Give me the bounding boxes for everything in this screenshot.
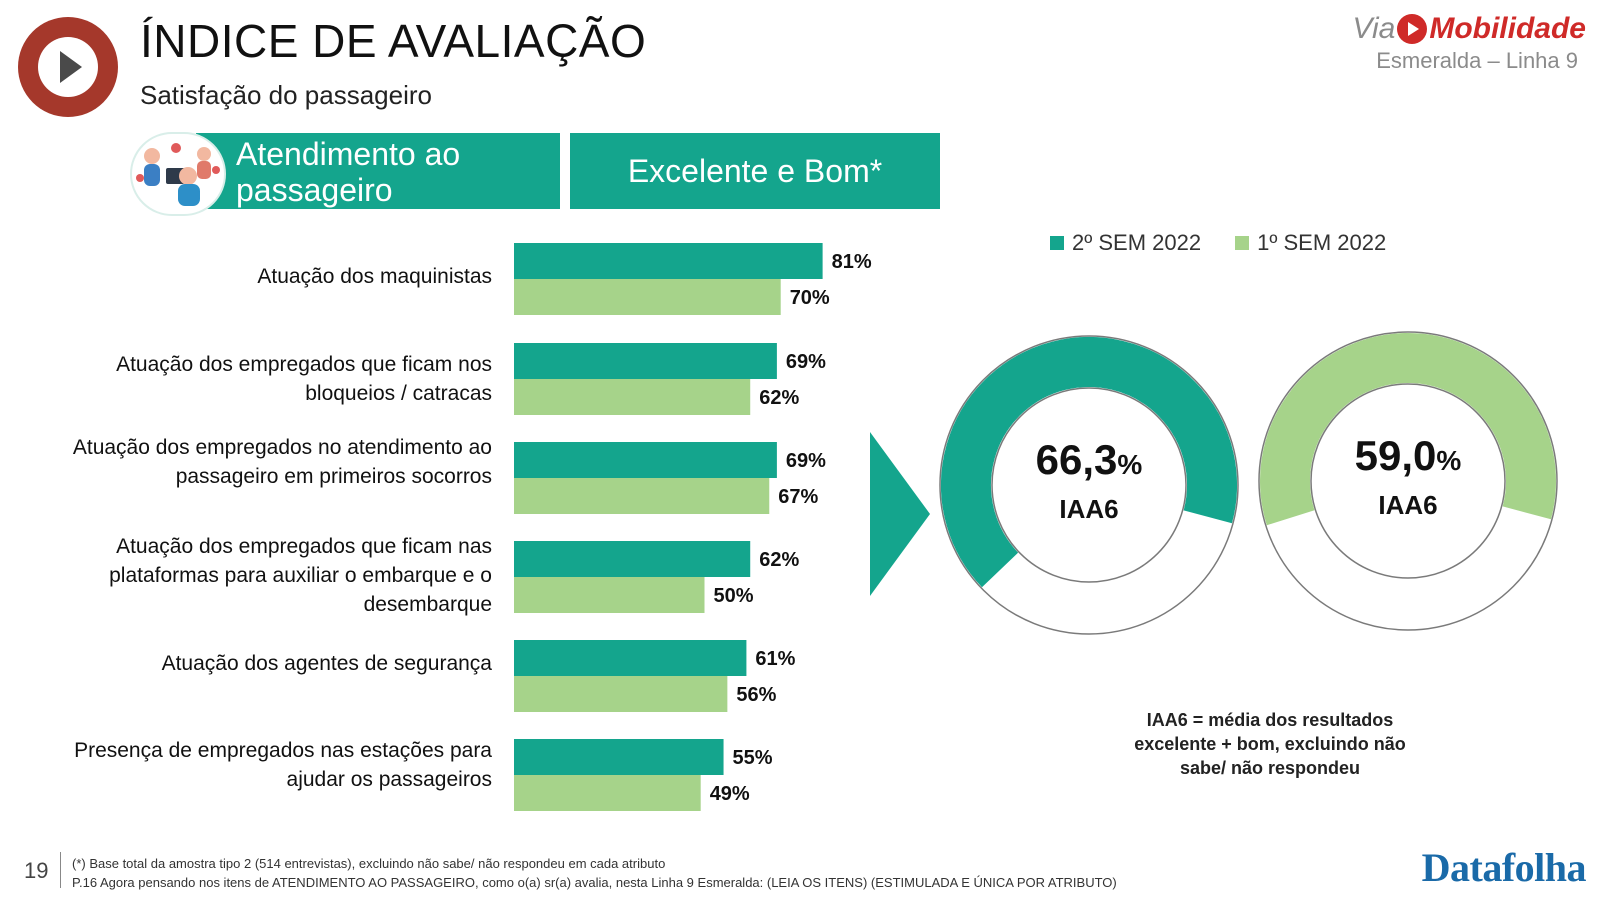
donut-value-1sem: 59,0% bbox=[1308, 432, 1508, 480]
legend-label-2sem: 2º SEM 2022 bbox=[1072, 230, 1202, 255]
bar-value-label: 62% bbox=[759, 387, 799, 409]
bar bbox=[514, 343, 777, 379]
footer-divider bbox=[60, 852, 61, 888]
legend-swatch-1sem bbox=[1235, 236, 1250, 250]
arrow-right-icon bbox=[870, 432, 930, 596]
bar bbox=[514, 478, 770, 514]
bar bbox=[514, 676, 728, 712]
iaa6-note: IAA6 = média dos resultados excelente + … bbox=[1134, 710, 1406, 778]
brand-line: Esmeralda – Linha 9 bbox=[1376, 48, 1578, 73]
bar-value-label: 50% bbox=[714, 585, 754, 607]
brand-play-icon bbox=[1397, 14, 1428, 44]
bar bbox=[514, 577, 705, 613]
bar-value-label: 69% bbox=[786, 450, 826, 472]
category-label: Atuação dos empregados que ficam nos blo… bbox=[116, 353, 492, 405]
bar-value-label: 67% bbox=[778, 486, 818, 508]
legend-swatch-2sem bbox=[1050, 236, 1064, 250]
brand-name-suffix: Mobilidade bbox=[1429, 12, 1586, 45]
donut-label-1sem: IAA6 bbox=[1378, 490, 1438, 520]
footnote-base: (*) Base total da amostra tipo 2 (514 en… bbox=[72, 856, 666, 871]
bar bbox=[514, 640, 747, 676]
bar bbox=[514, 379, 751, 415]
bar-value-label: 61% bbox=[755, 648, 795, 670]
donut-value-number: 59,0 bbox=[1354, 432, 1437, 479]
play-logo-icon bbox=[18, 17, 118, 117]
donut-segment bbox=[941, 337, 1237, 588]
legend-item-1sem: 1º SEM 2022 bbox=[1235, 230, 1386, 256]
donut-label-2sem: IAA6 bbox=[1059, 494, 1119, 524]
bar-value-label: 49% bbox=[710, 783, 750, 805]
bar-value-label: 69% bbox=[786, 351, 826, 373]
category-label: Atuação dos maquinistas bbox=[257, 265, 492, 288]
legend-label-1sem: 1º SEM 2022 bbox=[1257, 230, 1387, 255]
donut-segment bbox=[1260, 333, 1556, 526]
bar-value-label: 81% bbox=[832, 251, 872, 273]
page-number: 19 bbox=[24, 858, 49, 883]
page-subtitle: Satisfação do passageiro bbox=[140, 80, 432, 110]
donut-value-2sem: 66,3% bbox=[989, 436, 1189, 484]
donut-inner-outline bbox=[991, 387, 1187, 583]
category-label: Presença de empregados nas estações para… bbox=[74, 739, 492, 791]
datafolha-logo: Datafolha bbox=[1421, 845, 1587, 890]
brand-name: Via Mobilidade bbox=[1353, 12, 1587, 46]
bar bbox=[514, 279, 781, 315]
bar bbox=[514, 243, 823, 279]
section-banner-label: Atendimento ao passageiro bbox=[236, 136, 461, 208]
bar bbox=[514, 541, 751, 577]
donut-value-number: 66,3 bbox=[1035, 436, 1118, 483]
legend-item-2sem: 2º SEM 2022 bbox=[1050, 230, 1201, 256]
bar-value-label: 62% bbox=[759, 549, 799, 571]
section-banner bbox=[196, 133, 560, 209]
category-label: Atuação dos agentes de segurança bbox=[161, 652, 492, 675]
bar bbox=[514, 442, 777, 478]
chart-legend: 2º SEM 2022 1º SEM 2022 bbox=[1050, 230, 1420, 256]
donut-value-unit: % bbox=[1117, 449, 1143, 480]
category-label: Atuação dos empregados no atendimento ao… bbox=[72, 436, 492, 488]
metric-banner: Excelente e Bom* bbox=[570, 133, 940, 209]
bar bbox=[514, 775, 701, 811]
page-title: ÍNDICE DE AVALIAÇÃO bbox=[140, 15, 647, 67]
bar-value-label: 56% bbox=[736, 684, 776, 706]
footnote-question: P.16 Agora pensando nos itens de ATENDIM… bbox=[72, 875, 1117, 890]
bar-value-label: 70% bbox=[790, 287, 830, 309]
bar-value-label: 55% bbox=[733, 747, 773, 769]
customer-service-icon bbox=[130, 132, 226, 216]
donut-value-unit: % bbox=[1436, 445, 1462, 476]
donut-inner-outline bbox=[1310, 383, 1506, 579]
category-label: Atuação dos empregados que ficam nas pla… bbox=[109, 535, 492, 616]
brand-logo: Via Mobilidade Esmeralda – Linha 9 bbox=[1353, 12, 1587, 74]
brand-name-prefix: Via bbox=[1352, 12, 1396, 45]
bar bbox=[514, 739, 724, 775]
